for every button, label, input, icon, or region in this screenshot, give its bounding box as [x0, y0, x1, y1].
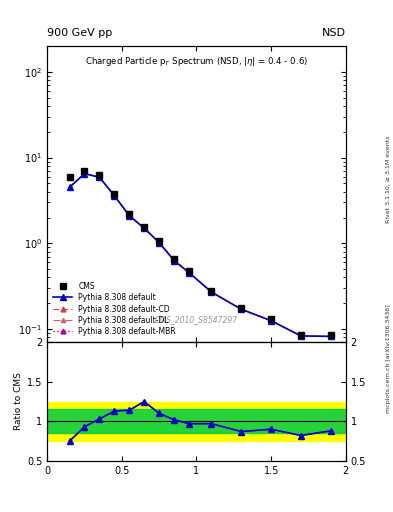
Text: Rivet 3.1.10, ≥ 3.1M events: Rivet 3.1.10, ≥ 3.1M events [386, 136, 391, 223]
Legend: CMS, Pythia 8.308 default, Pythia 8.308 default-CD, Pythia 8.308 default-DL, Pyt: CMS, Pythia 8.308 default, Pythia 8.308 … [51, 280, 178, 338]
Y-axis label: Ratio to CMS: Ratio to CMS [14, 373, 23, 431]
Text: mcplots.cern.ch [arXiv:1306.3436]: mcplots.cern.ch [arXiv:1306.3436] [386, 304, 391, 413]
Text: NSD: NSD [322, 28, 346, 38]
Text: CMS_2010_S8547297: CMS_2010_S8547297 [155, 315, 238, 325]
Text: 900 GeV pp: 900 GeV pp [47, 28, 112, 38]
Text: Charged Particle p$_T$ Spectrum (NSD, $|\eta|$ = 0.4 - 0.6): Charged Particle p$_T$ Spectrum (NSD, $|… [85, 55, 308, 68]
Bar [47, 401, 346, 441]
Bar [47, 410, 346, 433]
